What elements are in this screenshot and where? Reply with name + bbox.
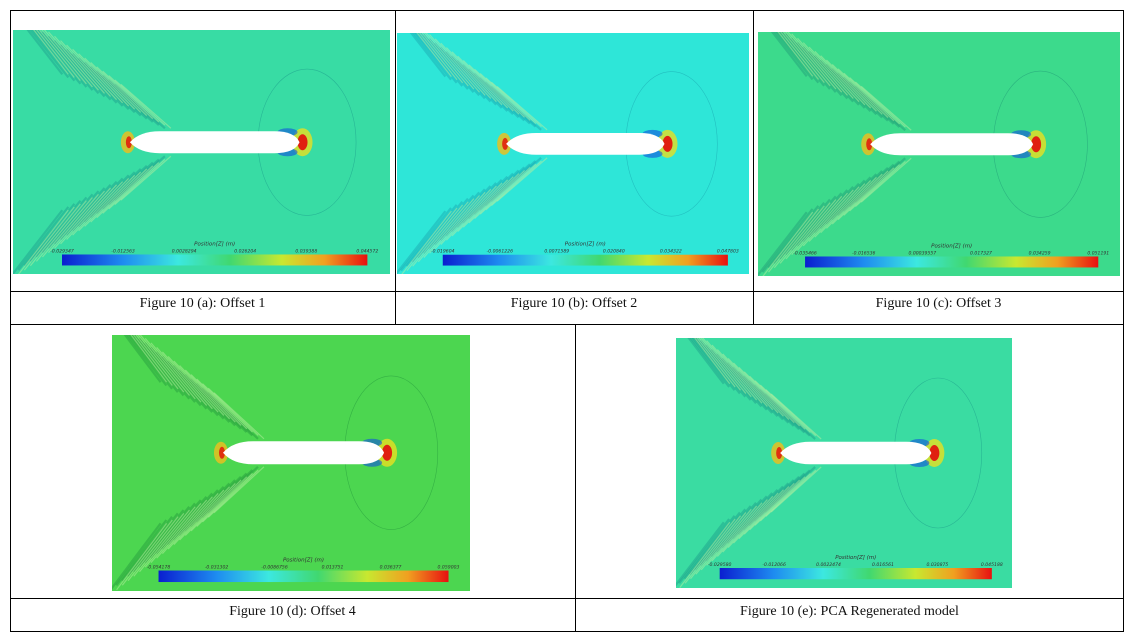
colorbar-label: 0.016561 <box>872 562 894 568</box>
ship-hull <box>130 131 300 153</box>
colorbar-title: Position[Z] (m) <box>835 555 876 561</box>
colorbar-label: -0.0086756 <box>261 565 288 571</box>
caption: Figure 10 (d): Offset 4 <box>10 604 575 620</box>
colorbar <box>159 571 449 583</box>
colorbar-label: -0.012563 <box>111 248 135 254</box>
colorbar-label: 0.00039557 <box>908 250 936 256</box>
colorbar-label: 0.020840 <box>603 249 625 255</box>
ship-hull <box>780 442 931 465</box>
colorbar-label: -0.031302 <box>205 565 229 571</box>
contour-image: Position[Z] (m) -0.029347 -0.012563 0.00282… <box>13 30 390 274</box>
border <box>753 10 754 324</box>
colorbar-label: -0.012066 <box>762 562 786 568</box>
colorbar-label: -0.016536 <box>852 250 876 256</box>
colorbar-label: -0.019604 <box>431 249 455 255</box>
figure-table: Figure 10 (a): Offset 1Position[Z] (m)-0… <box>0 0 1134 632</box>
colorbar-label: 0.0022474 <box>816 562 841 568</box>
ship-hull <box>870 133 1033 155</box>
colorbar-label: 0.045188 <box>981 562 1003 568</box>
colorbar <box>720 568 992 579</box>
contour-image: Position[Z] (m) -0.019604 -0.0061226 0.0071… <box>397 33 749 274</box>
border <box>1123 10 1124 632</box>
colorbar-title: Position[Z] (m) <box>931 243 972 249</box>
colorbar-label: -0.029347 <box>50 248 74 254</box>
border <box>10 324 1124 325</box>
colorbar-label: 0.051191 <box>1087 250 1109 256</box>
colorbar-title: Position[Z] (m) <box>283 558 324 564</box>
colorbar-label: 0.034259 <box>1029 250 1051 256</box>
caption: Figure 10 (b): Offset 2 <box>395 296 753 312</box>
border <box>10 291 1124 292</box>
colorbar <box>805 256 1098 267</box>
colorbar-label: -0.054178 <box>147 565 171 571</box>
colorbar-label: 0.039388 <box>295 248 317 254</box>
colorbar-label: 0.047803 <box>717 249 739 255</box>
border <box>395 10 396 324</box>
colorbar-label: 0.059003 <box>438 565 460 571</box>
border <box>575 324 576 632</box>
colorbar-title: Position[Z] (m) <box>565 242 606 248</box>
colorbar-label: -0.029580 <box>708 562 732 568</box>
colorbar-label: 0.0071589 <box>544 249 569 255</box>
ship-hull <box>223 441 384 464</box>
colorbar-title: Position[Z] (m) <box>194 241 235 247</box>
colorbar-label: 0.030875 <box>926 562 948 568</box>
caption: Figure 10 (c): Offset 3 <box>753 296 1124 312</box>
caption: Figure 10 (a): Offset 1 <box>10 296 395 312</box>
contour-image: Position[Z] (m) -0.035466 -0.016536 0.00039… <box>758 32 1120 276</box>
colorbar-label: 0.034322 <box>660 249 682 255</box>
colorbar-label: 0.017327 <box>970 250 992 256</box>
caption: Figure 10 (e): PCA Regenerated model <box>575 604 1124 620</box>
ship-hull <box>506 133 664 155</box>
colorbar-label: -0.0061226 <box>487 249 514 255</box>
colorbar-label: 0.0028294 <box>172 248 197 254</box>
colorbar-label: 0.026204 <box>234 248 256 254</box>
border <box>10 10 11 632</box>
border <box>10 598 1124 599</box>
colorbar-label: 0.036377 <box>380 565 402 571</box>
colorbar <box>443 255 728 266</box>
colorbar-label: 0.013751 <box>322 565 344 571</box>
colorbar-label: -0.035466 <box>793 250 817 256</box>
colorbar-label: 0.044572 <box>356 248 378 254</box>
border <box>10 10 1124 11</box>
contour-image: Position[Z] (m) -0.029580 -0.012066 0.00224… <box>676 338 1012 588</box>
contour-image: Position[Z] (m) -0.054178 -0.031302 -0.0086… <box>112 335 470 591</box>
colorbar <box>62 254 367 265</box>
